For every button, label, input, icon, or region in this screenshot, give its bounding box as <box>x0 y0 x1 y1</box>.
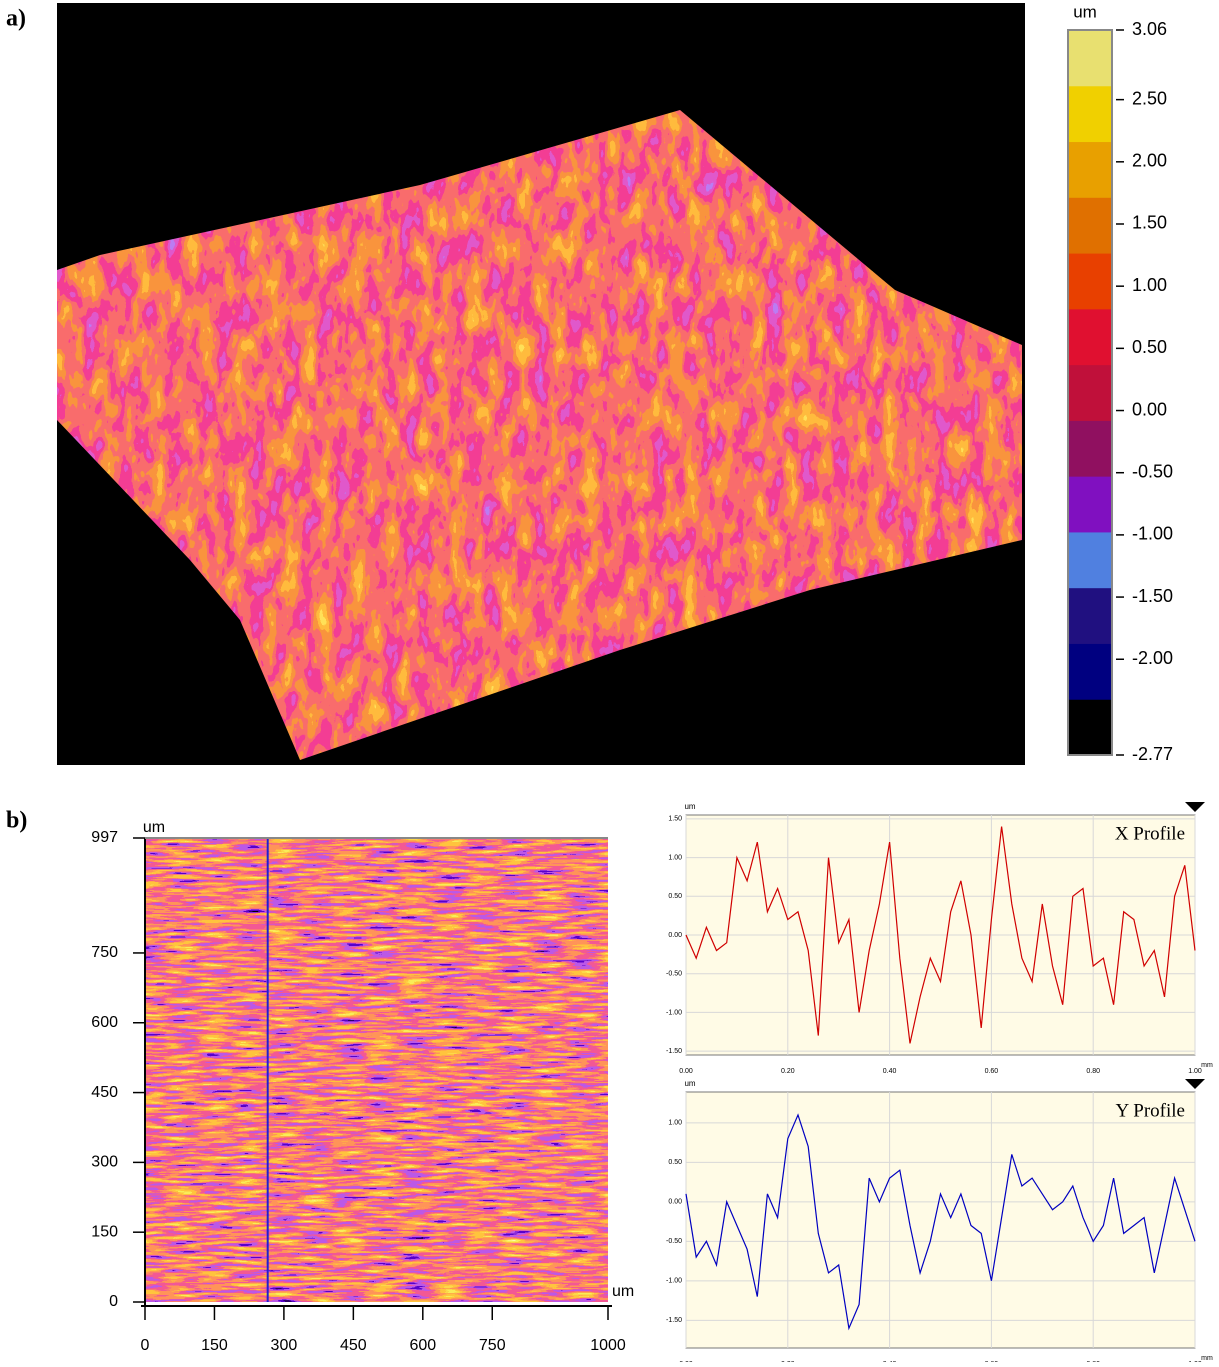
y-tick-label: -0.50 <box>666 971 682 978</box>
y-tick-label: 150 <box>91 1223 118 1240</box>
x-unit: um <box>612 1283 634 1300</box>
colorbar-tick-label: 0.50 <box>1132 337 1167 357</box>
color-band <box>1068 308 1112 366</box>
y-tick-label: 1.50 <box>668 816 682 823</box>
panel-label: b) <box>6 808 27 834</box>
x-tick-label: 0.20 <box>781 1068 795 1075</box>
y-tick-label: -1.00 <box>666 1278 682 1285</box>
color-band <box>1068 197 1112 254</box>
colorbar-tick-label: -2.00 <box>1132 648 1173 668</box>
y-tick-label: -1.00 <box>666 1009 682 1016</box>
y-tick-label: 450 <box>91 1084 118 1101</box>
x-unit: mm <box>1201 1062 1213 1069</box>
y-unit: um <box>143 819 165 836</box>
panel-label: a) <box>6 6 26 32</box>
colorbar-tick-label: 0.00 <box>1132 399 1167 419</box>
color-band <box>1068 587 1112 644</box>
profile-title: Y Profile <box>1116 1100 1185 1121</box>
y-tick-label: 0 <box>109 1293 118 1310</box>
color-band <box>1068 643 1112 700</box>
y-tick-label: 0.50 <box>668 1159 682 1166</box>
x-tick-label: 1000 <box>590 1337 626 1354</box>
y-tick-label: 750 <box>91 944 118 961</box>
color-band <box>1068 476 1112 533</box>
profile-line <box>685 826 1196 1044</box>
y-tick-label: 0.00 <box>668 1199 682 1206</box>
colorbar-tick-label: -1.50 <box>1132 586 1173 606</box>
x-unit: mm <box>1201 1355 1213 1362</box>
y-tick-label: 0.00 <box>668 932 682 939</box>
x-tick-label: 450 <box>340 1337 367 1354</box>
x-tick-label: 0.60 <box>985 1068 999 1075</box>
y-tick-label: 1.00 <box>668 854 682 861</box>
x-tick-label: 150 <box>201 1337 228 1354</box>
y-tick-label: -1.50 <box>666 1317 682 1324</box>
colorbar-tick-label: -1.00 <box>1132 524 1173 544</box>
color-band <box>1068 699 1112 756</box>
y-unit: um <box>684 802 695 811</box>
y-tick-label: 600 <box>91 1014 118 1031</box>
colorbar-tick-label: 3.06 <box>1132 19 1167 39</box>
x-tick-label: 1.00 <box>1188 1068 1202 1075</box>
x-tick-label: 0.00 <box>679 1068 693 1075</box>
surface-3d <box>57 110 1022 760</box>
color-band <box>1068 30 1112 87</box>
x-tick-label: 600 <box>409 1337 436 1354</box>
y-tick-label: 997 <box>91 829 118 846</box>
color-band <box>1068 420 1112 477</box>
x-tick-label: 750 <box>479 1337 506 1354</box>
y-tick-label: -0.50 <box>666 1238 682 1245</box>
colorbar-tick-label: 1.00 <box>1132 275 1167 295</box>
x-tick-label: 300 <box>271 1337 298 1354</box>
color-band <box>1068 253 1112 310</box>
color-band <box>1068 531 1112 589</box>
colorbar-tick-label: 2.50 <box>1132 88 1167 108</box>
colorbar-unit: um <box>1073 2 1097 21</box>
profile-title: X Profile <box>1115 823 1185 844</box>
marker <box>1185 1079 1205 1089</box>
colorbar-tick-label: 2.00 <box>1132 151 1167 171</box>
y-tick-label: 300 <box>91 1154 118 1171</box>
marker <box>1185 802 1205 812</box>
height-map <box>145 838 608 1302</box>
y-tick-label: 0.50 <box>668 893 682 900</box>
profile-line <box>685 1113 1196 1331</box>
colorbar-frame <box>1067 29 1113 756</box>
y-tick-label: 1.00 <box>668 1120 682 1127</box>
x-tick-label: 0.40 <box>883 1068 897 1075</box>
colorbar-tick-label: -2.77 <box>1132 744 1173 764</box>
color-band <box>1068 141 1112 198</box>
plot-area <box>685 1091 1196 1349</box>
color-band <box>1068 364 1112 421</box>
y-tick-label: -1.50 <box>666 1048 682 1055</box>
x-tick-label: 0.80 <box>1086 1068 1100 1075</box>
x-tick-label: 0 <box>141 1337 150 1354</box>
colorbar-tick-label: 1.50 <box>1132 213 1167 233</box>
color-band <box>1068 85 1112 143</box>
colorbar-tick-label: -0.50 <box>1132 461 1173 481</box>
y-unit: um <box>684 1079 695 1088</box>
